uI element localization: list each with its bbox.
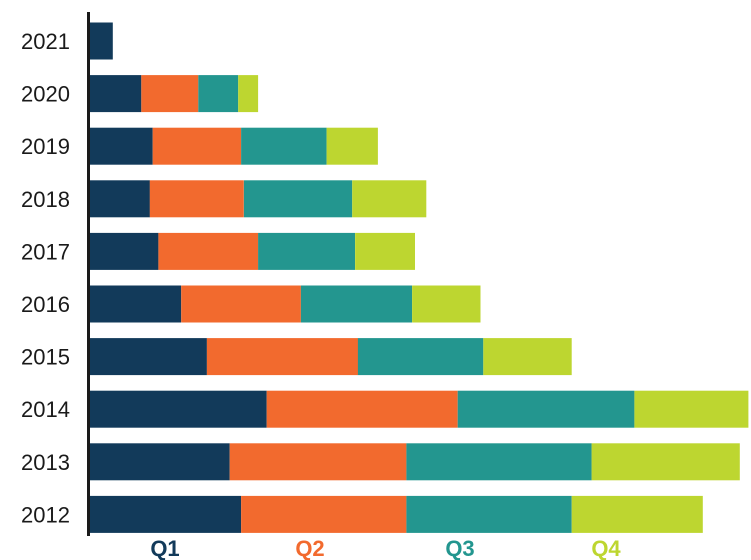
y-tick-label: 2018 xyxy=(21,187,70,212)
y-tick-label: 2020 xyxy=(21,82,70,107)
bar-segment-q1-2013 xyxy=(90,443,230,481)
bar-segment-q3-2019 xyxy=(241,127,327,165)
bar-segment-q1-2019 xyxy=(90,127,153,165)
y-axis-tick-labels: 2021 2020 2019 2018 2017 2016 2015 2014 2013 2012 xyxy=(21,29,70,527)
bar-segment-q4-2013 xyxy=(591,443,740,481)
bar-segment-q4-2012 xyxy=(571,495,703,533)
bar-segment-q2-2016 xyxy=(181,285,301,323)
y-tick-label: 2015 xyxy=(21,345,70,370)
bar-segment-q2-2014 xyxy=(266,390,458,428)
y-tick-label: 2012 xyxy=(21,502,70,527)
bar-segment-q3-2012 xyxy=(406,495,572,533)
y-tick-label: 2016 xyxy=(21,292,70,317)
legend-item-q3: Q3 xyxy=(445,536,474,560)
bar-segment-q3-2014 xyxy=(457,390,635,428)
bar-segment-q3-2015 xyxy=(357,338,484,376)
bar-segment-q3-2018 xyxy=(243,180,353,218)
bar-segment-q2-2019 xyxy=(152,127,242,165)
legend-item-q2: Q2 xyxy=(295,536,324,560)
bar-segment-q2-2015 xyxy=(206,338,358,376)
y-tick-label: 2019 xyxy=(21,134,70,159)
bar-segment-q4-2019 xyxy=(326,127,378,165)
y-tick-label: 2014 xyxy=(21,397,70,422)
bar-segment-q1-2014 xyxy=(90,390,267,428)
bar-segment-q1-2018 xyxy=(90,180,150,218)
bar-segment-q4-2017 xyxy=(355,232,415,270)
bar-segment-q2-2013 xyxy=(229,443,407,481)
legend-item-q1: Q1 xyxy=(150,536,179,560)
bar-segment-q2-2017 xyxy=(158,232,259,270)
bar-segment-q4-2018 xyxy=(352,180,427,218)
bar-segment-q4-2014 xyxy=(634,390,749,428)
bar-segment-q2-2012 xyxy=(241,495,407,533)
bar-segment-q1-2015 xyxy=(90,338,207,376)
bar-segment-q3-2016 xyxy=(300,285,413,323)
bar-segment-q1-2020 xyxy=(90,75,142,113)
bar-segment-q3-2017 xyxy=(258,232,355,270)
bar-segment-q3-2013 xyxy=(406,443,592,481)
bar-segment-q4-2016 xyxy=(412,285,481,323)
legend-item-q4: Q4 xyxy=(591,536,621,560)
bar-segment-q3-2020 xyxy=(198,75,239,113)
y-tick-label: 2013 xyxy=(21,450,70,475)
bar-segment-q2-2018 xyxy=(149,180,244,218)
y-tick-label: 2021 xyxy=(21,29,70,54)
bar-segment-q1-2012 xyxy=(90,495,242,533)
bar-segment-q1-2017 xyxy=(90,232,159,270)
bar-segment-q2-2020 xyxy=(141,75,199,113)
bar-segment-q4-2020 xyxy=(238,75,259,113)
bars-group xyxy=(90,22,749,533)
bar-segment-q1-2016 xyxy=(90,285,182,323)
bar-segment-q1-2021 xyxy=(90,22,113,60)
legend: Q1 Q2 Q3 Q4 xyxy=(150,536,621,560)
bar-segment-q4-2015 xyxy=(483,338,572,376)
y-tick-label: 2017 xyxy=(21,239,70,264)
